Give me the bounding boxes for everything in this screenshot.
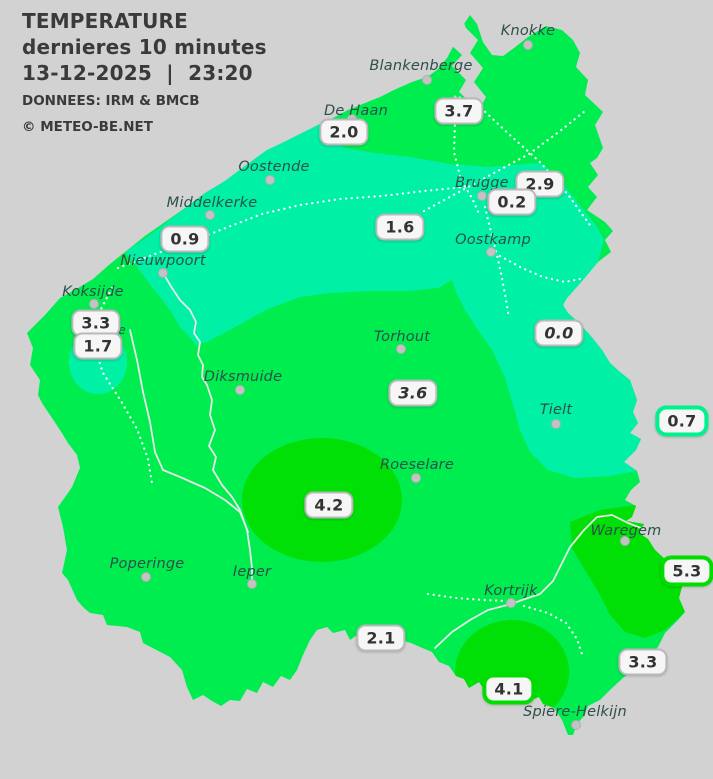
- city-label-knokke: Knokke: [500, 23, 556, 39]
- motorway-cross: [422, 109, 587, 213]
- river-lines: [129, 272, 653, 649]
- city-label-oostkamp: Oostkamp: [455, 232, 531, 248]
- temp-badge-0: 3.7: [434, 97, 484, 125]
- city-label-spiere-helkijn: Spiere-Helkijn: [523, 704, 627, 720]
- temp-badge-3: 0.2: [487, 188, 537, 216]
- city-dot-koksijde: [89, 299, 99, 309]
- city-dot-knokke: [523, 40, 533, 50]
- city-label-de-haan: De Haan: [324, 103, 388, 119]
- city-dot-ieper: [247, 579, 257, 589]
- city-label-kortrijk: Kortrijk: [484, 583, 538, 599]
- city-label-diksmuide: Diksmuide: [203, 369, 283, 385]
- city-dot-roeselare: [411, 473, 421, 483]
- city-dot-diksmuide: [235, 385, 245, 395]
- page-title: TEMPERATURE: [22, 9, 188, 33]
- temp-badge-4: 1.6: [375, 213, 425, 241]
- city-label-blankenberge: Blankenberge: [369, 58, 473, 74]
- city-dot-spiere-helkijn: [571, 720, 581, 730]
- temp-badge-2: 2.9: [515, 170, 565, 198]
- city-label-middelkerke: Middelkerke: [166, 195, 258, 211]
- title-block: TEMPERATURE dernieres 10 minutes 13-12-2…: [22, 8, 267, 138]
- city-dot-torhout: [396, 344, 406, 354]
- temp-badge-5: 0.9: [160, 225, 210, 253]
- motorway-east: [498, 254, 587, 284]
- temp-badge-12: 5.3: [660, 555, 713, 587]
- motorway-knokke: [479, 106, 594, 230]
- temp-badge-9: 3.6: [388, 379, 438, 407]
- city-label-brugge: Brugge: [455, 175, 509, 191]
- temp-badge-10: 0.7: [655, 405, 709, 437]
- city-dot-poperinge: [141, 572, 151, 582]
- city-dot-tielt: [551, 419, 561, 429]
- city-label-tielt: Tielt: [539, 402, 573, 418]
- city-dot-oostkamp: [486, 247, 496, 257]
- city-dot-kortrijk: [506, 598, 516, 608]
- temp-badge-15: 4.1: [482, 673, 536, 705]
- temp-badge-13: 2.1: [356, 624, 406, 652]
- river-leie: [434, 514, 653, 649]
- city-dot-nieuwpoort: [158, 268, 168, 278]
- temp-badge-14: 3.3: [618, 648, 668, 676]
- city-label-koksijde: Koksijde: [62, 284, 124, 300]
- city-dot-oostende: [265, 175, 275, 185]
- motorway-kortrijk-south: [522, 604, 584, 656]
- motorway-harbor: [452, 90, 482, 218]
- city-label-roeselare: Roeselare: [380, 457, 454, 473]
- city-label-oostende: Oostende: [238, 159, 310, 175]
- city-label-torhout: Torhout: [373, 329, 431, 345]
- city-label-waregem: Waregem: [590, 523, 662, 539]
- data-source: DONNEES: IRM & BMCB: [22, 93, 200, 109]
- city-dot-waregem: [620, 536, 630, 546]
- page-subtitle: dernieres 10 minutes: [22, 35, 267, 59]
- copyright: © METEO-BE.NET: [22, 119, 153, 135]
- city-dot-blankenberge: [422, 75, 432, 85]
- city-label-poperinge: Poperinge: [109, 556, 185, 572]
- city-label-nieuwpoort: Nieuwpoort: [120, 253, 206, 269]
- harbor-channel: [448, 16, 486, 110]
- city-dot-middelkerke: [205, 210, 215, 220]
- temp-badge-8: 0.0: [534, 319, 584, 347]
- temp-badge-1: 2.0: [319, 118, 369, 146]
- city-dot-brugge: [477, 191, 487, 201]
- date-time: 13-12-2025 | 23:20: [22, 61, 253, 85]
- temp-badge-7: 1.7: [73, 332, 123, 360]
- city-label-hidden-city: e: [118, 323, 126, 337]
- city-label-ieper: Ieper: [232, 564, 272, 580]
- motorway-e40: [116, 184, 472, 270]
- river-west: [129, 329, 249, 533]
- temp-badge-11: 4.2: [304, 491, 354, 519]
